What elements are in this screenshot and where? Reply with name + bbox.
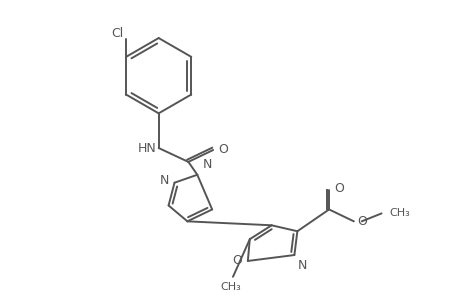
Text: O: O	[356, 215, 366, 228]
Text: CH₃: CH₃	[389, 208, 409, 218]
Text: HN: HN	[138, 142, 157, 154]
Text: O: O	[231, 254, 241, 268]
Text: CH₃: CH₃	[220, 282, 241, 292]
Text: N: N	[202, 158, 211, 171]
Text: N: N	[297, 259, 306, 272]
Text: N: N	[160, 174, 169, 187]
Text: Cl: Cl	[111, 27, 123, 40]
Text: O: O	[333, 182, 343, 195]
Text: O: O	[218, 142, 228, 155]
